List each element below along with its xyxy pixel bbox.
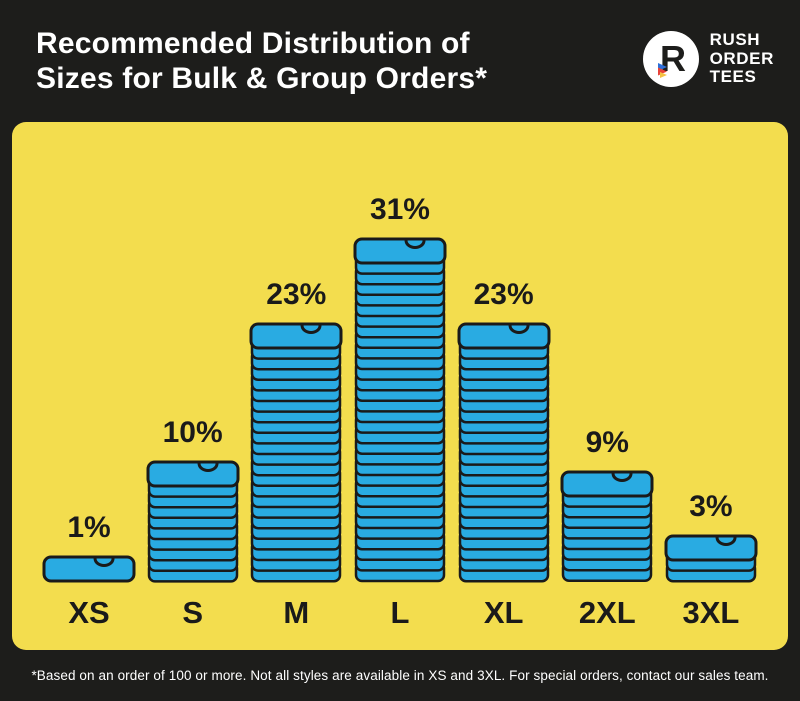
percent-label-m: 23% [266, 278, 327, 311]
size-column-m: 23% M [249, 280, 343, 628]
percent-label-3xl: 3% [689, 490, 733, 523]
size-label-2xl: 2XL [578, 595, 636, 630]
logo-word-tees: TEES [709, 67, 757, 87]
header: Recommended Distribution of Sizes for Bu… [0, 0, 800, 122]
logo-word-rush: RUSH [709, 30, 761, 50]
percent-label-xs: 1% [67, 511, 111, 544]
logo-wordmark: RUSH ORDER TEES [710, 31, 774, 86]
size-label-s: S [182, 595, 203, 630]
size-column-xl: 23% XL [457, 280, 551, 628]
page-title: Recommended Distribution of Sizes for Bu… [36, 26, 487, 97]
percent-label-2xl: 9% [585, 426, 629, 459]
shirt-stack-icon-s [146, 460, 240, 583]
logo-arrow-icon [657, 63, 667, 78]
percent-label-xl: 23% [473, 278, 534, 311]
size-column-3xl: 3% 3XL [664, 492, 758, 628]
shirt-stack-icon-xs [42, 555, 136, 583]
rush-order-tees-logo: R RUSH ORDER TEES [642, 30, 774, 88]
size-label-3xl: 3XL [682, 595, 740, 630]
shirt-stack-icon-xl [457, 322, 551, 583]
chart-panel: 1% XS 10% S 23% M 31% L 23% XL 9% 2XL 3% 3XL [12, 122, 788, 650]
shirt-stack-chart: 1% XS 10% S 23% M 31% L 23% XL 9% 2XL 3% 3XL [42, 195, 758, 628]
shirt-stack-icon-l [353, 237, 447, 583]
size-column-l: 31% L [353, 195, 447, 628]
percent-label-s: 10% [162, 416, 223, 449]
size-column-s: 10% S [146, 418, 240, 628]
logo-word-order: ORDER [709, 48, 774, 68]
percent-label-l: 31% [369, 193, 430, 226]
footnote: *Based on an order of 100 or more. Not a… [31, 668, 769, 683]
size-column-xs: 1% XS [42, 513, 136, 628]
shirt-stack-icon-m [249, 322, 343, 583]
shirt-stack-icon-2xl [560, 470, 654, 583]
logo-r-icon: R [642, 30, 700, 88]
shirt-stack-icon-3xl [664, 534, 758, 583]
size-label-m: M [283, 595, 310, 630]
size-column-2xl: 9% 2XL [560, 428, 654, 628]
size-label-xl: XL [483, 595, 524, 630]
size-label-xs: XS [68, 595, 110, 630]
size-label-l: L [390, 595, 410, 630]
page-title-line2: Sizes for Bulk & Group Orders* [36, 62, 488, 96]
page-title-line1: Recommended Distribution of [36, 27, 470, 60]
